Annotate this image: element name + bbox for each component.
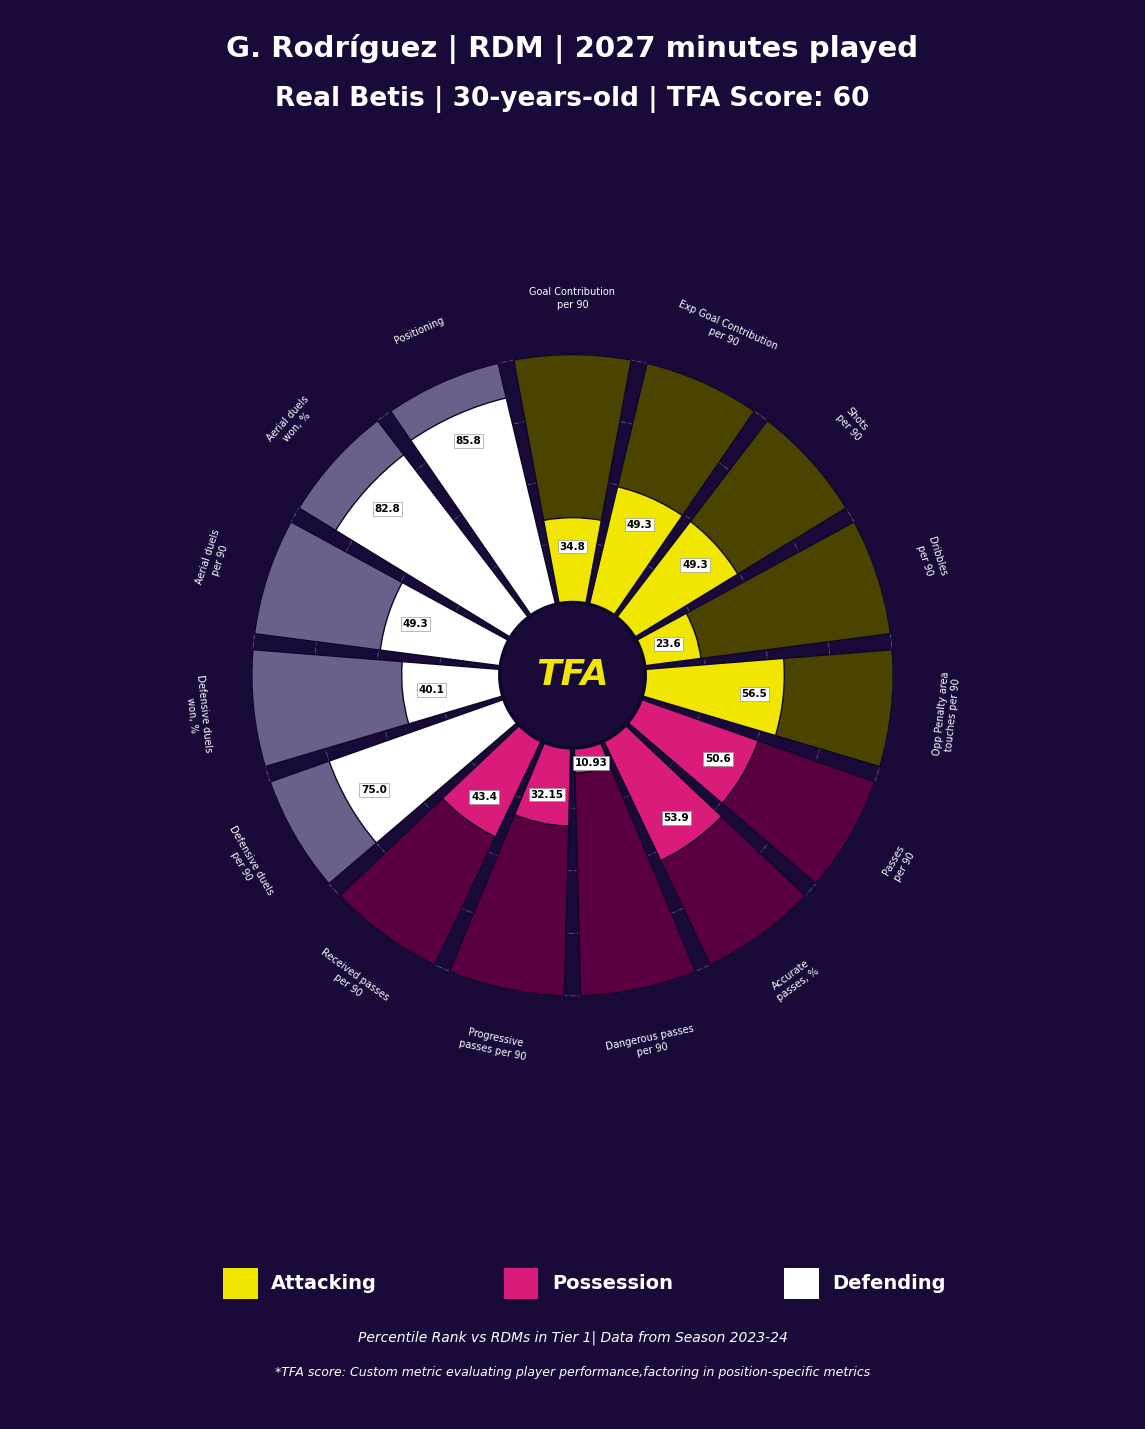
Text: 56.5: 56.5	[742, 689, 767, 699]
Text: Possession: Possession	[552, 1273, 673, 1293]
Polygon shape	[502, 604, 643, 746]
Bar	[411, 397, 556, 617]
Text: Percentile Rank vs RDMs in Tier 1| Data from Season 2023-24: Percentile Rank vs RDMs in Tier 1| Data …	[357, 1330, 788, 1345]
Bar	[340, 723, 543, 965]
Bar	[299, 420, 530, 639]
Text: Defending: Defending	[832, 1273, 946, 1293]
Bar	[589, 487, 682, 617]
Text: Defensive duels
won, %: Defensive duels won, %	[183, 674, 213, 755]
Text: 53.9: 53.9	[663, 813, 689, 823]
Text: Dribbles
per 90: Dribbles per 90	[914, 536, 948, 582]
Bar	[602, 723, 721, 860]
Text: 50.6: 50.6	[705, 755, 731, 765]
Text: TFA: TFA	[536, 659, 609, 692]
Text: *TFA score: Custom metric evaluating player performance,factoring in position-sp: *TFA score: Custom metric evaluating pla…	[275, 1366, 870, 1379]
Text: Dangerous passes
per 90: Dangerous passes per 90	[605, 1023, 697, 1065]
Text: 43.4: 43.4	[472, 792, 497, 802]
Text: 85.8: 85.8	[456, 436, 481, 446]
Text: Passes
per 90: Passes per 90	[881, 843, 917, 883]
Bar	[640, 650, 893, 766]
Bar	[634, 613, 701, 666]
Text: Positioning: Positioning	[393, 316, 445, 346]
Bar	[329, 699, 519, 843]
Text: 75.0: 75.0	[361, 785, 387, 795]
Text: 34.8: 34.8	[560, 542, 585, 552]
Text: Accurate
passes, %: Accurate passes, %	[767, 956, 820, 1003]
Bar	[252, 650, 505, 766]
Text: Aerial duels
per 90: Aerial duels per 90	[195, 529, 234, 590]
Bar	[442, 723, 543, 837]
Text: Shots
per 90: Shots per 90	[834, 404, 871, 443]
Bar	[640, 659, 784, 736]
Bar	[626, 699, 758, 803]
Bar	[615, 522, 737, 639]
Text: Attacking: Attacking	[271, 1273, 377, 1293]
Bar	[514, 740, 570, 826]
Text: 49.3: 49.3	[626, 520, 653, 530]
Polygon shape	[499, 602, 646, 749]
Bar	[270, 699, 519, 883]
Bar	[615, 420, 846, 639]
Text: 49.3: 49.3	[403, 619, 428, 629]
Bar	[589, 363, 755, 617]
Bar	[380, 583, 511, 666]
Text: Progressive
passes per 90: Progressive passes per 90	[458, 1026, 530, 1062]
Bar	[402, 662, 505, 725]
Text: 23.6: 23.6	[655, 639, 681, 649]
Bar	[335, 454, 530, 639]
Text: Goal Contribution
per 90: Goal Contribution per 90	[529, 287, 616, 310]
Bar	[544, 517, 601, 606]
Text: Received passes
per 90: Received passes per 90	[311, 947, 390, 1013]
Bar	[634, 522, 891, 666]
Bar	[254, 522, 511, 666]
Text: Real Betis | 30-years-old | TFA Score: 60: Real Betis | 30-years-old | TFA Score: 6…	[275, 86, 870, 113]
Bar	[514, 354, 631, 606]
Bar	[390, 363, 556, 617]
Text: Opp Penalty area
touches per 90: Opp Penalty area touches per 90	[932, 672, 963, 757]
Bar	[450, 740, 570, 996]
Text: 32.15: 32.15	[530, 790, 563, 800]
Text: Exp Goal Contribution
per 90: Exp Goal Contribution per 90	[672, 299, 780, 363]
Bar	[575, 740, 610, 773]
Bar	[626, 699, 875, 883]
Text: 49.3: 49.3	[682, 560, 708, 570]
Bar	[575, 740, 695, 996]
Text: 10.93: 10.93	[575, 757, 608, 767]
Text: 82.8: 82.8	[374, 504, 401, 514]
Text: 40.1: 40.1	[418, 684, 444, 694]
Text: Defensive duels
per 90: Defensive duels per 90	[218, 825, 276, 903]
Text: Aerial duels
won, %: Aerial duels won, %	[264, 394, 321, 452]
Bar	[602, 723, 805, 965]
Text: G. Rodríguez | RDM | 2027 minutes played: G. Rodríguez | RDM | 2027 minutes played	[227, 34, 918, 64]
